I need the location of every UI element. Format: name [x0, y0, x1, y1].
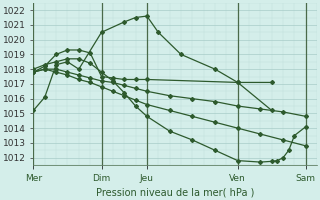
X-axis label: Pression niveau de la mer( hPa ): Pression niveau de la mer( hPa ) — [96, 187, 254, 197]
